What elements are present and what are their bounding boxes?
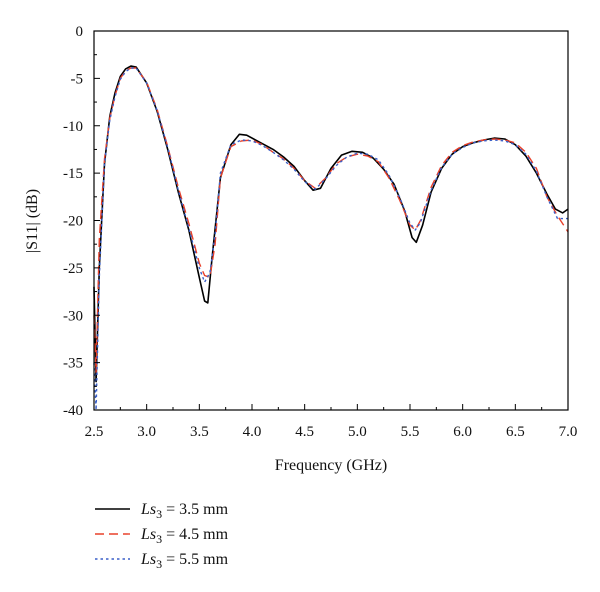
x-tick-label: 4.0	[243, 424, 262, 440]
plot-frame	[93, 30, 569, 411]
y-tick-label: 0	[76, 24, 84, 40]
y-tick-label: -10	[63, 119, 83, 135]
y-tick-label: -15	[63, 166, 83, 182]
x-axis-title: Frequency (GHz)	[275, 457, 387, 474]
y-tick-label: -5	[71, 71, 84, 87]
series-line-1	[93, 65, 569, 383]
series-line-3	[93, 67, 568, 411]
x-tick-label: 6.0	[453, 424, 472, 440]
x-tick-label: 2.5	[85, 424, 104, 440]
y-axis-title: |S11| (dB)	[24, 189, 41, 253]
x-tick-label: 5.0	[348, 424, 367, 440]
legend-label-1: Ls3 = 3.5 mm	[140, 501, 229, 521]
x-tick-label: 4.5	[295, 424, 314, 440]
y-tick-label: -30	[63, 308, 83, 324]
x-tick-label: 6.5	[506, 424, 525, 440]
x-tick-label: 5.5	[401, 424, 420, 440]
legend-label-2: Ls3 = 4.5 mm	[140, 526, 229, 546]
legend: Ls3 = 3.5 mm Ls3 = 4.5 mm Ls3 = 5.5 mm	[95, 501, 229, 571]
y-tick-label: -20	[63, 214, 83, 230]
axis-ticks: 2.5 3.0 3.5 4.0 4.5 5.0 5.5 6.0 6.5 7.0 0 -5 -10 -15 -…	[63, 24, 577, 440]
plot-area	[93, 30, 569, 411]
x-tick-label: 7.0	[559, 424, 578, 440]
y-tick-label: -25	[63, 261, 83, 277]
y-tick-label: -35	[63, 356, 83, 372]
x-tick-label: 3.5	[190, 424, 209, 440]
legend-label-3: Ls3 = 5.5 mm	[140, 551, 229, 571]
series-line-2	[93, 67, 569, 373]
x-tick-label: 3.0	[137, 424, 156, 440]
y-tick-label: -40	[63, 403, 83, 419]
